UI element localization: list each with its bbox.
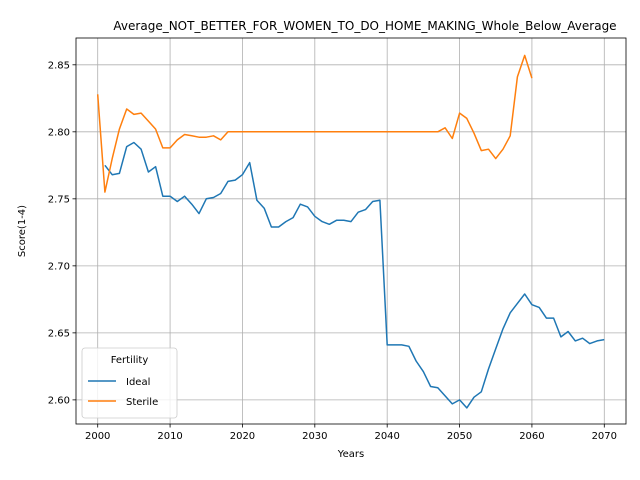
y-tick-label: 2.60 (48, 395, 70, 406)
series-lines (96, 54, 605, 409)
legend-label-ideal: Ideal (126, 377, 150, 388)
y-tick-label: 2.80 (48, 127, 70, 138)
legend-items: Ideal Sterile (88, 377, 158, 408)
plot-area-frame (75, 37, 627, 425)
x-axis-ticks: 2000 2010 2020 2030 2040 2050 2060 2070 (85, 424, 617, 442)
x-tick-label: 2070 (592, 431, 617, 442)
y-tick-label: 2.85 (48, 60, 70, 71)
x-tick-label: 2030 (302, 431, 327, 442)
y-tick-label: 2.65 (48, 328, 70, 339)
y-axis-label: Score(1-4) (17, 205, 28, 257)
y-axis-ticks: 2.60 2.65 2.70 2.75 2.80 2.85 (48, 60, 76, 406)
x-tick-label: 2060 (519, 431, 544, 442)
legend: Fertility Ideal Sterile (81, 347, 178, 419)
legend-label-sterile: Sterile (126, 397, 158, 408)
y-tick-label: 2.75 (48, 194, 70, 205)
legend-title: Fertility (111, 355, 149, 366)
x-tick-label: 2020 (230, 431, 255, 442)
x-tick-label: 2040 (374, 431, 399, 442)
x-axis-label: Years (337, 449, 364, 460)
y-tick-label: 2.70 (48, 261, 70, 272)
series-line-sterile (96, 54, 533, 193)
chart-title: Average_NOT_BETTER_FOR_WOMEN_TO_DO_HOME_… (113, 19, 616, 33)
x-tick-label: 2050 (447, 431, 472, 442)
series-line-ideal (104, 141, 605, 409)
x-tick-label: 2010 (157, 431, 182, 442)
x-tick-label: 2000 (85, 431, 110, 442)
